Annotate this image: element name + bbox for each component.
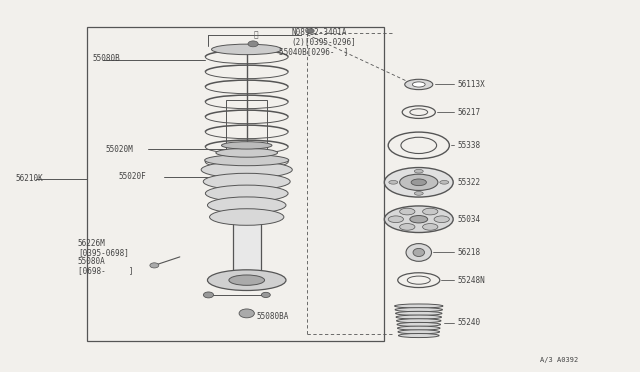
Text: 55248N: 55248N	[457, 276, 484, 285]
Ellipse shape	[204, 173, 290, 190]
Text: 55040B[0296-  ]: 55040B[0296- ]	[278, 47, 348, 56]
Ellipse shape	[216, 148, 278, 157]
Ellipse shape	[150, 263, 159, 268]
Ellipse shape	[261, 292, 270, 298]
Text: 56113X: 56113X	[457, 80, 484, 89]
Ellipse shape	[406, 244, 431, 261]
Ellipse shape	[209, 209, 284, 225]
Text: 55034: 55034	[457, 215, 480, 224]
Ellipse shape	[414, 169, 423, 173]
Ellipse shape	[385, 167, 453, 197]
Ellipse shape	[410, 215, 428, 223]
Text: 55080BA: 55080BA	[256, 312, 289, 321]
Ellipse shape	[397, 326, 440, 330]
Ellipse shape	[422, 224, 438, 230]
Ellipse shape	[201, 161, 292, 178]
Ellipse shape	[396, 315, 442, 319]
Text: 55338: 55338	[457, 141, 480, 150]
Bar	[233, 164, 260, 276]
Text: 55240: 55240	[457, 318, 480, 327]
Ellipse shape	[434, 216, 449, 222]
Ellipse shape	[385, 206, 453, 232]
Ellipse shape	[207, 270, 286, 291]
Text: 56218: 56218	[457, 248, 480, 257]
Ellipse shape	[412, 82, 425, 87]
Ellipse shape	[388, 216, 403, 222]
Ellipse shape	[395, 308, 442, 312]
Ellipse shape	[440, 180, 449, 184]
Ellipse shape	[209, 164, 284, 174]
Text: 55020F: 55020F	[118, 172, 146, 181]
Bar	[226, 100, 268, 166]
Ellipse shape	[394, 304, 443, 308]
Ellipse shape	[207, 197, 286, 214]
Ellipse shape	[307, 29, 314, 33]
Text: 56210K: 56210K	[15, 174, 43, 183]
Text: [0698-     ]: [0698- ]	[78, 266, 133, 275]
Text: 55080A: 55080A	[78, 257, 106, 266]
Ellipse shape	[205, 155, 289, 166]
Ellipse shape	[411, 179, 426, 186]
Text: N08912-3401A: N08912-3401A	[291, 28, 347, 37]
Ellipse shape	[399, 334, 439, 337]
Ellipse shape	[229, 275, 264, 285]
Text: 55080B: 55080B	[93, 54, 120, 63]
Text: A/3 A0392: A/3 A0392	[540, 356, 578, 363]
Ellipse shape	[399, 224, 415, 230]
Ellipse shape	[422, 208, 438, 215]
Text: 55020M: 55020M	[105, 145, 133, 154]
Ellipse shape	[413, 248, 424, 257]
Ellipse shape	[396, 311, 442, 315]
Ellipse shape	[221, 142, 272, 149]
Text: [0395-0698]: [0395-0698]	[78, 248, 129, 257]
Ellipse shape	[239, 309, 254, 318]
Text: 56226M: 56226M	[78, 239, 106, 248]
Ellipse shape	[397, 319, 441, 323]
Ellipse shape	[205, 185, 288, 202]
Text: Ⓝ: Ⓝ	[254, 30, 259, 39]
Text: 56217: 56217	[457, 108, 480, 117]
Bar	[88, 27, 384, 341]
Ellipse shape	[204, 292, 214, 298]
Ellipse shape	[399, 174, 438, 190]
Ellipse shape	[248, 41, 258, 47]
Ellipse shape	[399, 208, 415, 215]
Text: 55322: 55322	[457, 178, 480, 187]
Ellipse shape	[414, 192, 423, 195]
Ellipse shape	[389, 180, 397, 184]
Ellipse shape	[404, 79, 433, 90]
Ellipse shape	[211, 44, 282, 55]
Ellipse shape	[397, 323, 440, 327]
Ellipse shape	[398, 330, 440, 334]
Text: (2)[0395-0296]: (2)[0395-0296]	[291, 38, 356, 46]
